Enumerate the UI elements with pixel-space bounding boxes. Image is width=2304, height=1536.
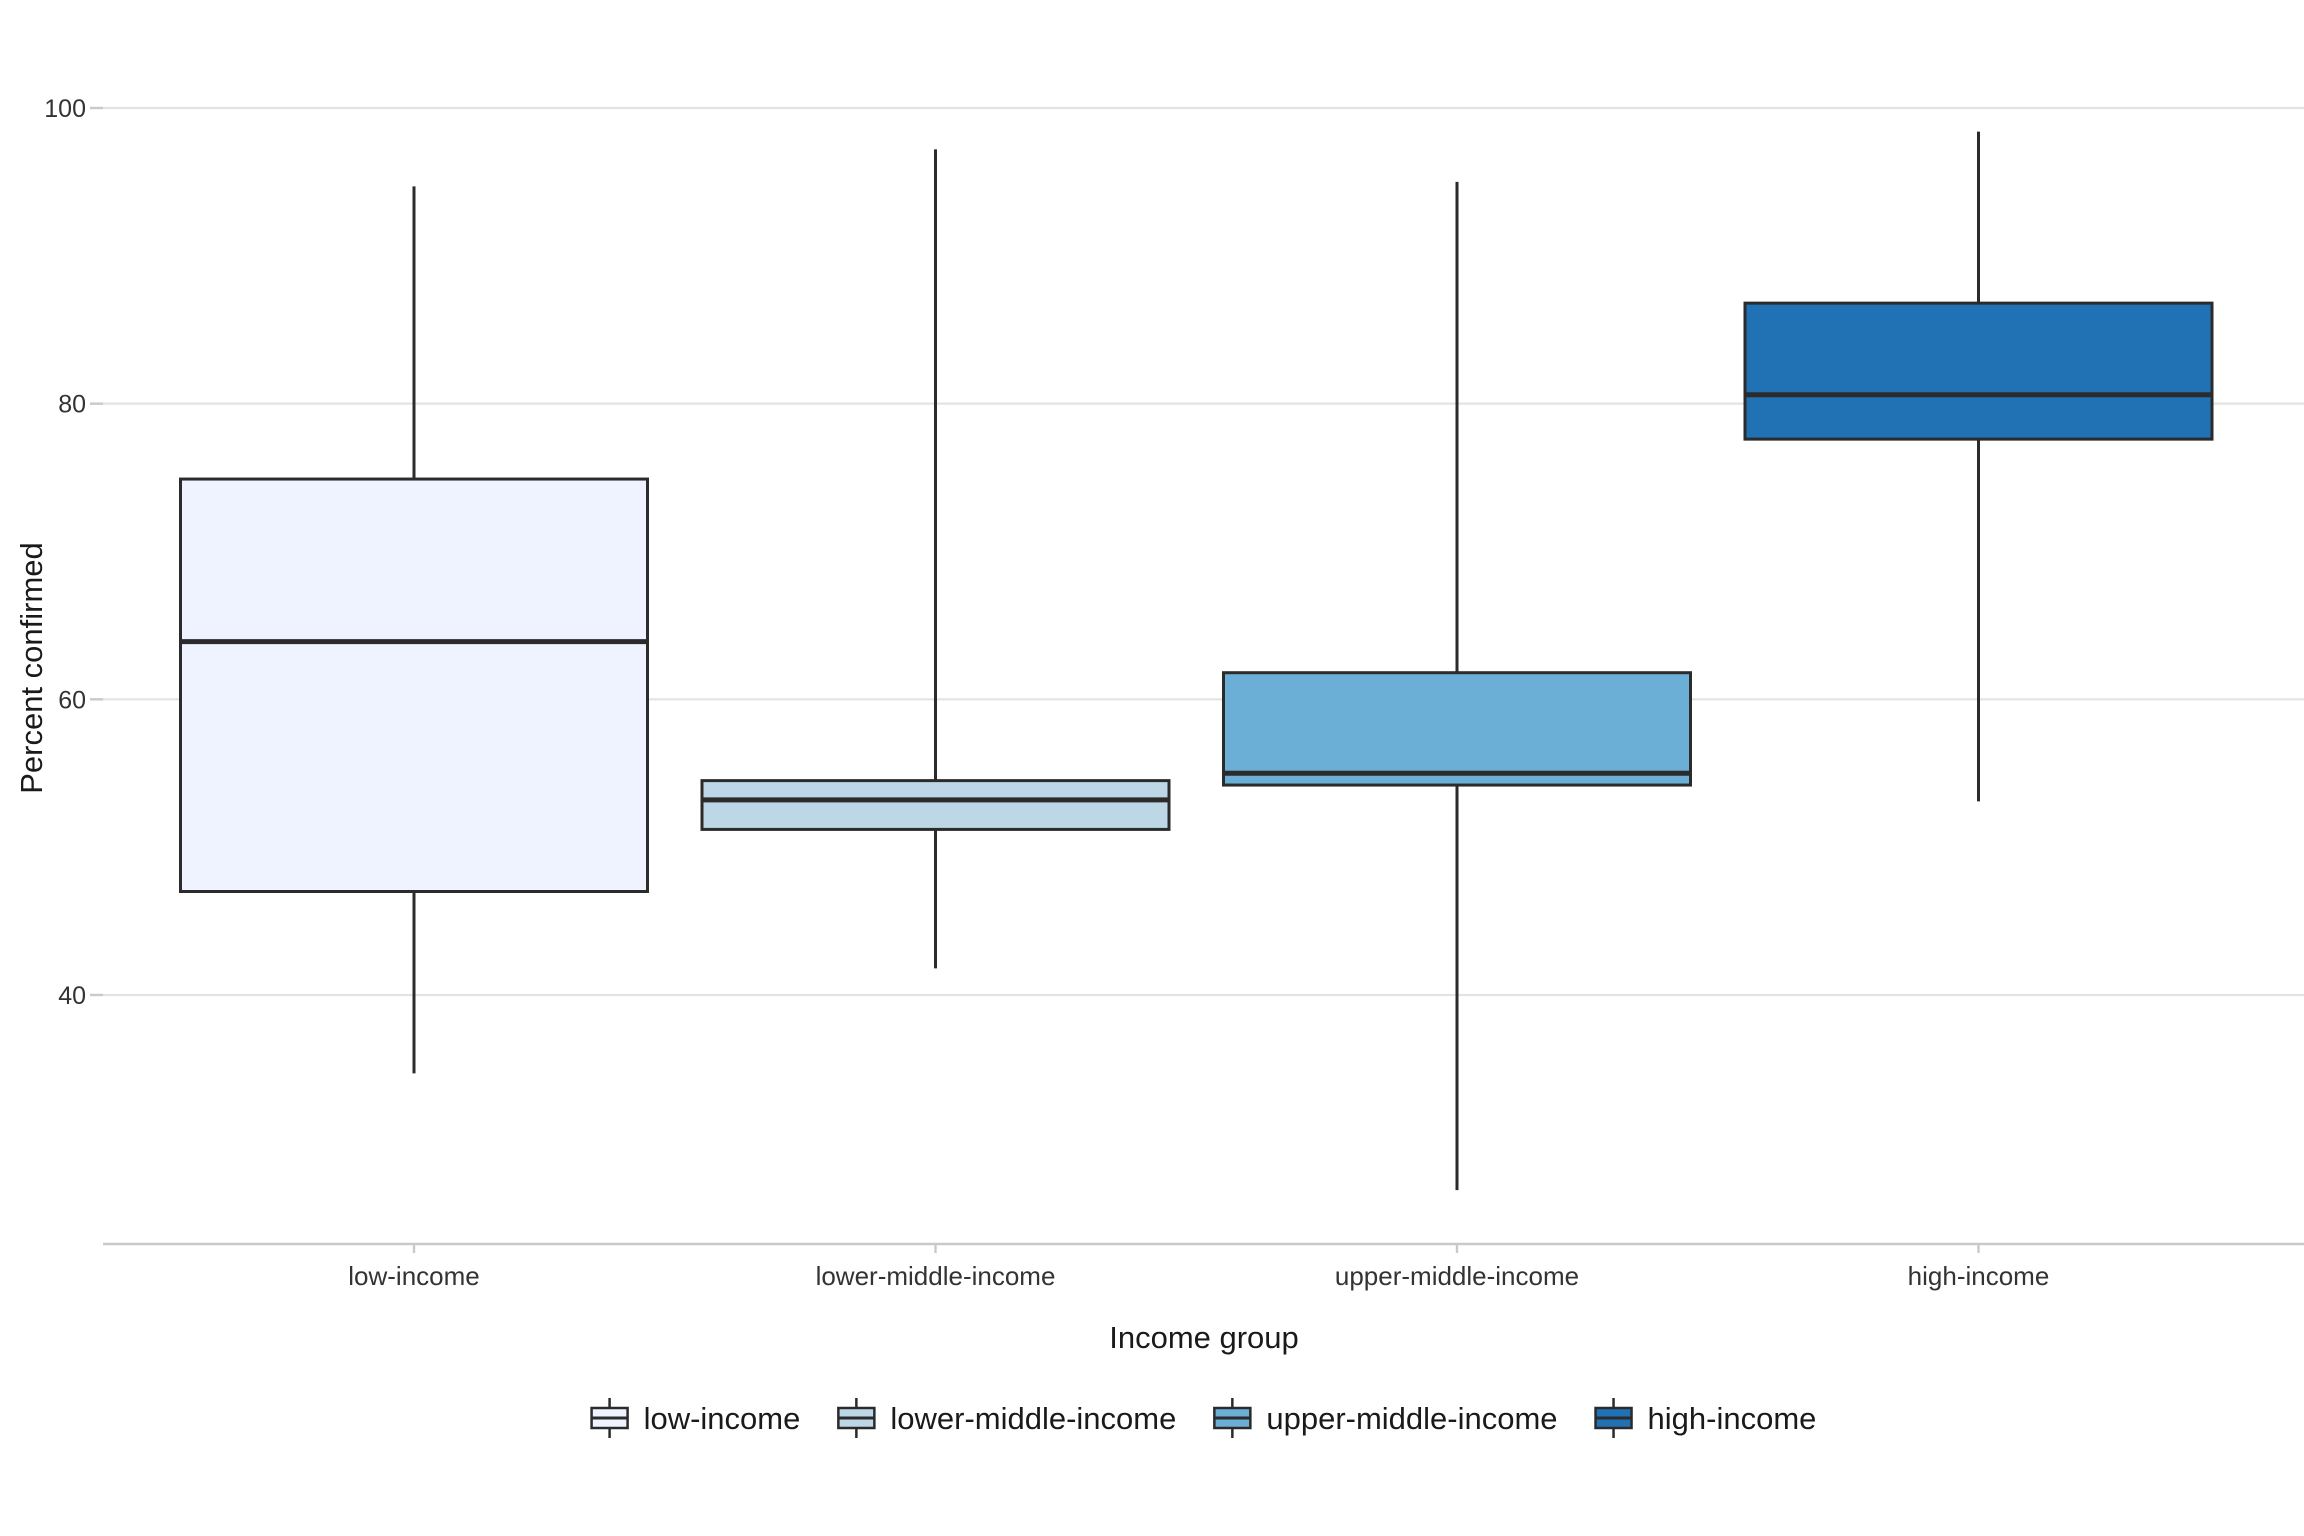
x-axis-title: Income group <box>1109 1320 1299 1355</box>
x-tick-label-upper-middle-income: upper-middle-income <box>1335 1261 1579 1291</box>
legend-item-high-income: high-income <box>1594 1398 1817 1438</box>
legend-item-lower-middle-income: lower-middle-income <box>837 1398 1176 1438</box>
box-upper-middle-income <box>1222 181 1692 1191</box>
box-low-income <box>179 186 649 1074</box>
y-tick-label-80: 80 <box>58 391 86 419</box>
legend-label-lower-middle-income: lower-middle-income <box>890 1401 1176 1436</box>
x-tick-label-high-income: high-income <box>1908 1261 2050 1291</box>
iqr-box-low-income <box>179 477 649 893</box>
x-tick-label-lower-middle-income: lower-middle-income <box>816 1261 1056 1291</box>
legend-label-high-income: high-income <box>1648 1401 1817 1436</box>
legend-key-boxplot-icon-high-income <box>1594 1398 1633 1438</box>
box-lower-middle-income <box>700 149 1171 969</box>
x-tick-label-low-income: low-income <box>348 1261 480 1291</box>
box-high-income <box>1743 131 2214 802</box>
x-axis: low-income lower-middle-income upper-middl… <box>103 1242 2304 1291</box>
y-tick-label-60: 60 <box>58 686 86 714</box>
legend-key-boxplot-icon-lower-middle-income <box>837 1398 876 1438</box>
y-axis-title: Percent confirmed <box>14 542 49 794</box>
legend-item-upper-middle-income: upper-middle-income <box>1213 1398 1558 1438</box>
y-tick-label-100: 100 <box>44 95 86 123</box>
y-tick-label-40: 40 <box>58 982 86 1010</box>
legend: low-income lower-middle-income upper-middl… <box>590 1398 1817 1438</box>
iqr-box-upper-middle-income <box>1222 671 1692 787</box>
legend-label-low-income: low-income <box>644 1401 801 1436</box>
legend-key-boxplot-icon-low-income <box>590 1398 629 1438</box>
legend-label-upper-middle-income: upper-middle-income <box>1266 1401 1557 1436</box>
iqr-box-high-income <box>1743 301 2214 441</box>
legend-item-low-income: low-income <box>590 1398 801 1438</box>
legend-key-boxplot-icon-upper-middle-income <box>1213 1398 1252 1438</box>
iqr-box-lower-middle-income <box>700 779 1171 831</box>
